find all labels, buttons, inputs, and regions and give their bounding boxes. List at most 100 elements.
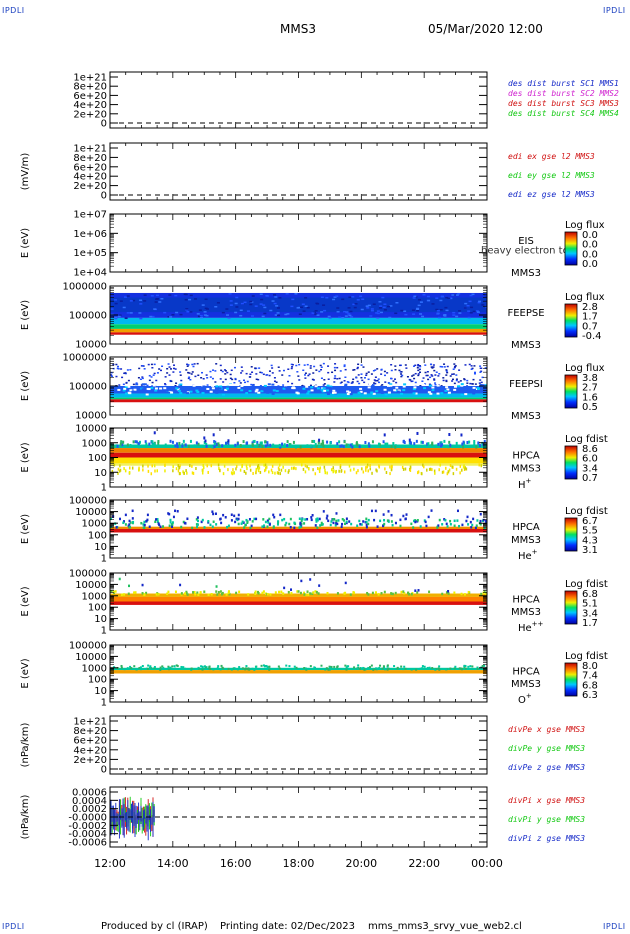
y-tick-label: 1000 xyxy=(82,519,107,530)
y-tick-label: 6e+20 xyxy=(73,162,107,173)
y-tick-label: 1e+07 xyxy=(73,210,107,221)
y-tick-label: 10000 xyxy=(75,424,107,435)
y-tick-label: 1000000 xyxy=(62,282,107,293)
colorbar-tick-label: 6.3 xyxy=(582,690,598,701)
colorbar-tick-label: 3.4 xyxy=(582,463,598,474)
colorbar-tick-label: 6.8 xyxy=(582,589,598,600)
colorbar-title: Log fdist xyxy=(565,579,608,590)
spacecraft-label: MMS3 xyxy=(511,340,541,351)
y-axis-label: E (eV) xyxy=(20,514,31,544)
y-tick-label: 4e+20 xyxy=(73,100,107,111)
x-tick-label: 00:00 xyxy=(471,857,503,870)
colorbar-title: Log flux xyxy=(565,363,605,374)
y-tick-label: 100 xyxy=(88,675,107,686)
y-tick-label: 1000 xyxy=(82,663,107,674)
colorbar-tick-label: 8.0 xyxy=(582,661,598,672)
colorbar-title: Log fdist xyxy=(565,506,608,517)
panel-3-frame xyxy=(109,213,488,273)
y-tick-label: 100 xyxy=(88,530,107,541)
y-tick-label: 1e+05 xyxy=(73,248,107,259)
spacecraft-label: MMS3 xyxy=(511,464,541,475)
corner-mark-top-left: IPDLI xyxy=(2,6,25,15)
y-tick-label: 6e+20 xyxy=(73,91,107,102)
instrument-label: FEEPSI xyxy=(509,379,543,390)
corner-mark-bottom-left: IPDLI xyxy=(2,922,25,931)
colorbar-tick-label: 0.5 xyxy=(582,402,598,413)
spacecraft-label: MMS3 xyxy=(511,535,541,546)
colorbar xyxy=(564,231,578,266)
footer-printing-date: Printing date: 02/Dec/2023 xyxy=(220,921,356,932)
panel-6-spectrogram xyxy=(110,431,487,476)
y-tick-label: 10 xyxy=(94,468,107,479)
y-tick-label: -0.0006 xyxy=(68,838,107,849)
legend-entry: des dist burst SC3 MMS3 xyxy=(508,99,619,108)
y-tick-label: -0.0000 xyxy=(68,813,107,824)
y-tick-label: 0 xyxy=(101,119,107,130)
colorbar-tick-label: 2.7 xyxy=(582,383,598,394)
footer-produced-by: Produced by cl (IRAP) xyxy=(101,921,208,932)
colorbar-tick-label: 3.1 xyxy=(582,545,598,556)
legend-entry: divPe x gse MMS3 xyxy=(508,725,585,734)
spacecraft-label: MMS3 xyxy=(511,268,541,279)
y-tick-label: 100000 xyxy=(69,641,107,652)
y-tick-label: 10000 xyxy=(75,340,107,351)
y-tick-label: 8e+20 xyxy=(73,82,107,93)
panel-11: 0.00060.00040.0002-0.0000-0.0002-0.0004-… xyxy=(20,786,585,849)
header-datetime: 05/Mar/2020 12:00 xyxy=(428,22,543,36)
instrument-label: HPCA xyxy=(512,595,540,606)
y-tick-label: 1 xyxy=(101,698,107,709)
legend-entry: edi ez gse l2 MMS3 xyxy=(508,190,595,199)
x-tick-label: 20:00 xyxy=(345,857,377,870)
y-tick-label: 10000 xyxy=(75,507,107,518)
colorbar-tick-label: 0.0 xyxy=(582,259,598,270)
panel-3: 1e+07 1e+06 1e+05 1e+04 E (eV) EIS MMS3 heavy e… xyxy=(20,210,605,280)
y-tick-label: 8e+20 xyxy=(73,726,107,737)
colorbar-tick-label: 0.7 xyxy=(582,321,598,332)
y-tick-label: 100000 xyxy=(69,382,107,393)
corner-mark-bottom-right: IPDLI xyxy=(603,922,626,931)
colorbar-tick-label: 8.6 xyxy=(582,444,598,455)
panel-5-spectrogram xyxy=(110,362,487,403)
legend-entry: edi ex gse l2 MMS3 xyxy=(508,152,595,161)
panel-7-spectrogram xyxy=(110,509,487,533)
instrument-label: HPCA xyxy=(512,522,540,533)
y-tick-label: 10 xyxy=(94,614,107,625)
y-tick-label: 100000 xyxy=(69,311,107,322)
instrument-label: EIS xyxy=(518,236,534,247)
legend-entry: des dist burst SC1 MMS1 xyxy=(508,79,619,88)
spacecraft-label: MMS3 xyxy=(511,607,541,618)
y-axis-label: (nPa/km) xyxy=(20,795,31,840)
instrument-label: HPCA xyxy=(512,667,540,678)
y-axis-label: E (eV) xyxy=(20,228,31,258)
legend-entry: edi ey gse l2 MMS3 xyxy=(508,171,595,180)
panel-9-spectrogram xyxy=(110,664,487,674)
colorbar-tick-label: 1.6 xyxy=(582,392,598,403)
colorbar-tick-label: -0.4 xyxy=(582,331,602,342)
legend-entry: divPe y gse MMS3 xyxy=(508,744,585,753)
colorbar-tick-label: 6.0 xyxy=(582,454,598,465)
y-tick-label: 1e+06 xyxy=(73,229,107,240)
legend-entry: des dist burst SC2 MMS2 xyxy=(508,89,619,98)
y-tick-label: 1 xyxy=(101,626,107,637)
y-axis-label: (mV/m) xyxy=(20,153,31,191)
colorbar-title: Log fdist xyxy=(565,651,608,662)
species-label: He++ xyxy=(518,620,544,634)
colorbar-tick-label: 6.7 xyxy=(582,516,598,527)
footer-script-name: mms_mms3_srvy_vue_web2.cl xyxy=(368,921,522,932)
y-tick-label: 2e+20 xyxy=(73,181,107,192)
overlay-text: heavy electron to xyxy=(481,245,569,256)
y-tick-label: 8e+20 xyxy=(73,153,107,164)
y-tick-label: -0.0004 xyxy=(68,829,107,840)
y-tick-label: 0 xyxy=(101,191,107,202)
y-tick-label: 100000 xyxy=(69,496,107,507)
corner-mark-top-right: IPDLI xyxy=(603,6,626,15)
colorbar-tick-label: 0.7 xyxy=(582,473,598,484)
panel-10-frame xyxy=(109,715,488,775)
y-tick-label: 2e+20 xyxy=(73,109,107,120)
colorbar-tick-label: 1.7 xyxy=(582,618,598,629)
y-tick-label: 1000000 xyxy=(62,353,107,364)
colorbar-tick-label: 6.8 xyxy=(582,680,598,691)
